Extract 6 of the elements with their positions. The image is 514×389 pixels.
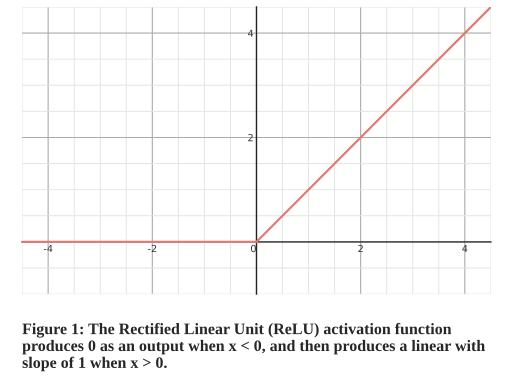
x-tick-label: -2 xyxy=(148,244,156,252)
x-tick-label: 4 xyxy=(462,244,468,252)
x-tick-label: -4 xyxy=(44,244,52,252)
caption: Figure 1: The Rectified Linear Unit (ReLU) activation function produces 0 as an output when x < 0, and then produces a linear with slope of 1 when x > 0. xyxy=(22,322,485,372)
x-tick-label: 0 xyxy=(250,244,256,252)
x-tick-label: 2 xyxy=(358,244,363,252)
